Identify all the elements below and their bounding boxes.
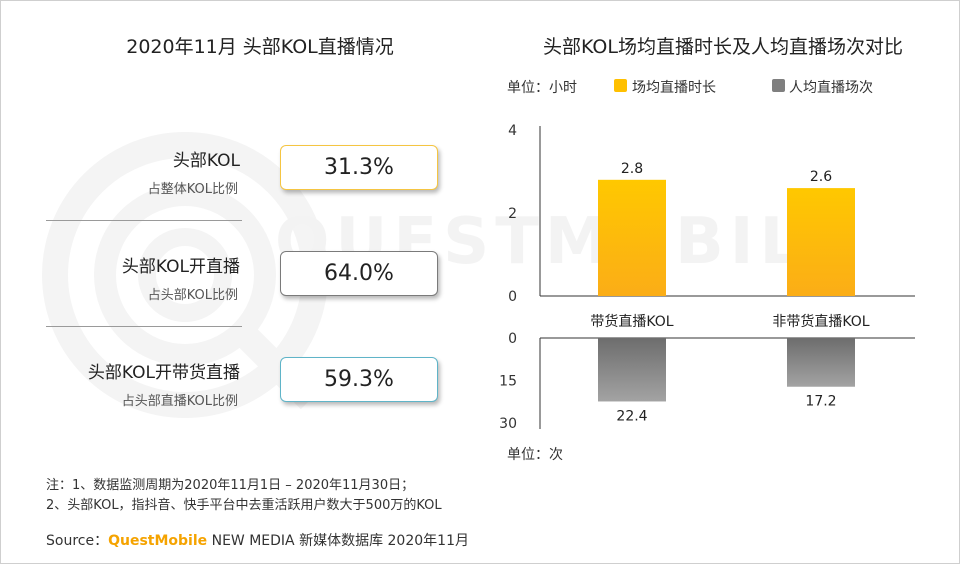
y-tick-label-bottom: 15 <box>499 374 517 390</box>
legend-swatch <box>772 79 785 92</box>
legend-swatch <box>614 79 627 92</box>
footnote-1: 注：1、数据监测周期为2020年11月1日 – 2020年11月30日； <box>46 478 415 493</box>
kpi-value-box: 59.3% <box>280 357 438 402</box>
questmobile-brand: QuestMobile <box>108 533 208 549</box>
source-prefix: Source： <box>46 533 109 549</box>
data-label-top: 2.8 <box>621 161 643 177</box>
kpi-label: 头部KOL开带货直播 <box>87 363 240 383</box>
y-tick-label-bottom: 0 <box>508 331 517 347</box>
y-tick-label-bottom: 30 <box>499 416 517 432</box>
separator <box>46 220 242 221</box>
kpi-value-box: 64.0% <box>280 251 438 296</box>
data-label-top: 2.6 <box>810 169 832 185</box>
y-tick-label-top: 0 <box>508 289 517 305</box>
category-label: 非带货直播KOL <box>772 313 869 330</box>
kpi-sub-label: 占整体KOL比例 <box>147 182 238 197</box>
data-label-bottom: 22.4 <box>616 408 647 424</box>
kpi-label: 头部KOL <box>172 151 240 171</box>
bar-bottom <box>787 338 855 387</box>
footnote-2: 2、头部KOL，指抖音、快手平台中去重活跃用户数大于500万的KOL <box>46 498 442 513</box>
bar-top <box>787 188 855 296</box>
bar-top <box>598 179 666 296</box>
unit-label-times: 单位：次 <box>507 447 563 463</box>
data-label-bottom: 17.2 <box>805 394 836 410</box>
kpi-sub-label: 占头部KOL比例 <box>147 288 238 303</box>
bar-bottom <box>598 338 666 402</box>
unit-label-hours: 单位：小时 <box>507 80 577 96</box>
kpi-sub-label: 占头部直播KOL比例 <box>121 394 238 409</box>
kpi-label: 头部KOL开直播 <box>121 257 240 277</box>
kpi-value-box: 31.3% <box>280 145 438 190</box>
category-label: 带货直播KOL <box>590 313 673 330</box>
y-tick-label-top: 4 <box>508 123 517 139</box>
left-panel-title: 2020年11月 头部KOL直播情况 <box>126 36 394 58</box>
source-line: Source：QuestMobile NEW MEDIA 新媒体数据库 2020… <box>46 530 469 550</box>
right-chart-title: 头部KOL场均直播时长及人均直播场次对比 <box>543 36 903 58</box>
separator <box>46 326 242 327</box>
legend-label: 人均直播场次 <box>789 80 873 96</box>
source-rest: NEW MEDIA 新媒体数据库 2020年11月 <box>207 533 469 549</box>
legend-label: 场均直播时长 <box>632 80 716 96</box>
y-tick-label-top: 2 <box>508 206 517 222</box>
